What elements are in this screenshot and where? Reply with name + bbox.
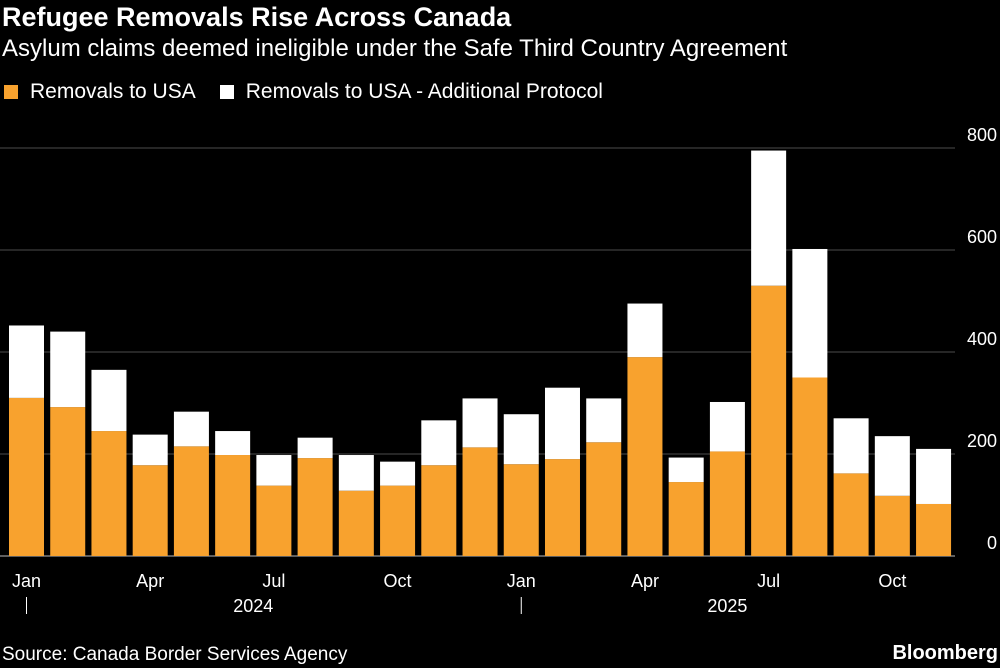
bar-removals xyxy=(380,485,416,556)
bar-additional-protocol xyxy=(9,325,44,398)
x-tick-label: Jul xyxy=(262,571,285,591)
bar-removals xyxy=(256,485,292,556)
bar-removals xyxy=(338,490,374,556)
bar-additional-protocol xyxy=(215,431,251,456)
legend-label-removals: Removals to USA xyxy=(30,80,196,103)
bar-removals xyxy=(544,459,580,556)
bar-removals xyxy=(297,458,333,556)
brand-logo: Bloomberg xyxy=(892,642,998,664)
bar-chart: 0 200 400 600 800 Jan Apr Jul Oct Jan Apr Jul Oct 202… xyxy=(0,125,997,616)
bar-removals xyxy=(751,285,787,556)
bar-removals xyxy=(50,407,86,556)
year-label: 2024 xyxy=(233,596,273,616)
bar-additional-protocol xyxy=(668,457,704,483)
legend-swatch-additional-protocol xyxy=(219,85,234,99)
bar-removals xyxy=(462,447,498,556)
y-tick-label: 600 xyxy=(967,227,997,247)
bar-removals xyxy=(503,464,539,556)
bar-removals xyxy=(709,451,745,556)
bar-removals xyxy=(132,465,168,556)
legend-item-removals: Removals to USA xyxy=(4,80,196,104)
bar-additional-protocol xyxy=(256,455,292,486)
bar-removals xyxy=(916,503,952,556)
bar-removals xyxy=(91,431,127,556)
bar-additional-protocol xyxy=(338,455,374,491)
bar-additional-protocol xyxy=(421,420,457,466)
year-label: 2025 xyxy=(707,596,747,616)
bar-removals xyxy=(173,446,209,556)
x-tick-label: Oct xyxy=(384,571,412,591)
x-tick-label: Apr xyxy=(631,571,659,591)
bar-additional-protocol xyxy=(462,398,498,448)
legend: Removals to USA Removals to USA - Additi… xyxy=(4,80,627,104)
bar-additional-protocol xyxy=(132,434,168,466)
x-tick-label: Oct xyxy=(878,571,906,591)
bar-additional-protocol xyxy=(380,461,416,486)
bar-removals xyxy=(421,465,457,556)
bar-additional-protocol xyxy=(627,303,663,358)
bar-additional-protocol xyxy=(173,411,209,447)
source-note: Source: Canada Border Services Agency xyxy=(2,644,348,665)
bar-additional-protocol xyxy=(50,331,86,408)
bar-additional-protocol xyxy=(709,401,745,452)
bar-removals xyxy=(586,442,622,556)
bar-additional-protocol xyxy=(503,414,539,465)
bar-additional-protocol xyxy=(586,398,622,443)
bar-additional-protocol xyxy=(916,448,952,504)
bar-removals xyxy=(792,377,828,556)
x-tick-label: Apr xyxy=(136,571,164,591)
x-tick-label: Jan xyxy=(507,571,536,591)
y-tick-label: 400 xyxy=(967,329,997,349)
x-tick-label: Jul xyxy=(757,571,780,591)
bar-removals xyxy=(9,397,44,556)
legend-item-additional-protocol: Removals to USA - Additional Protocol xyxy=(219,80,603,104)
chart-title: Refugee Removals Rise Across Canada xyxy=(2,2,512,32)
y-tick-label: 0 xyxy=(987,533,997,553)
bar-additional-protocol xyxy=(833,418,869,474)
chart-subtitle: Asylum claims deemed ineligible under th… xyxy=(2,35,788,62)
y-tick-label: 200 xyxy=(967,431,997,451)
bar-removals xyxy=(668,482,704,556)
legend-label-additional-protocol: Removals to USA - Additional Protocol xyxy=(245,80,603,103)
bar-removals xyxy=(215,455,251,556)
bar-additional-protocol xyxy=(297,437,333,459)
bar-additional-protocol xyxy=(544,387,580,460)
bar-removals xyxy=(833,473,869,556)
bar-additional-protocol xyxy=(751,150,787,286)
y-tick-label: 800 xyxy=(967,125,997,145)
bar-additional-protocol xyxy=(792,248,828,378)
bar-additional-protocol xyxy=(91,369,127,432)
legend-swatch-removals xyxy=(4,85,18,99)
bar-additional-protocol xyxy=(874,436,910,496)
bar-removals xyxy=(874,495,910,556)
x-tick-label: Jan xyxy=(12,571,41,591)
bar-removals xyxy=(627,357,663,556)
